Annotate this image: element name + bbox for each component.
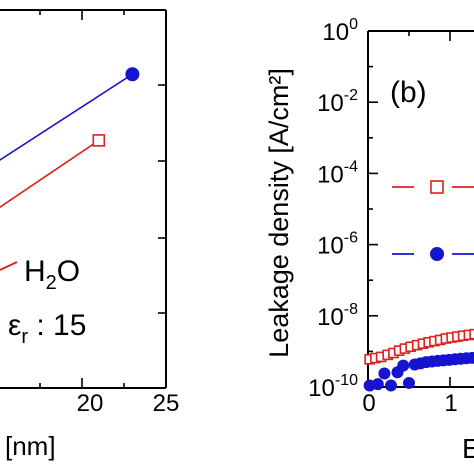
epsilon-sub: r <box>21 326 28 348</box>
panel-b-data-point <box>397 359 410 372</box>
panel-b-y-axis-label: Leakage density [A/cm²] <box>264 68 294 358</box>
panel-b-y-tick-label: 10-6 <box>317 230 358 260</box>
panel-b-data-point <box>403 376 415 389</box>
legend-h2o-pre: H <box>24 255 46 288</box>
panel-a-data-point <box>125 67 140 82</box>
panel-a-data-point <box>92 134 106 147</box>
panel-b-data-point <box>466 351 474 364</box>
y-tick-exponent: 0 <box>349 16 358 33</box>
panel-b-label: (b) <box>390 76 427 109</box>
y-tick-exponent: -2 <box>344 87 358 104</box>
panel-a-series-line <box>0 73 133 161</box>
panel-b-data-point <box>384 379 397 392</box>
legend-h2o-line <box>0 261 18 271</box>
y-tick-base: 10 <box>317 304 344 331</box>
panel-a: 20 25 [nm] H2O εr : 15 <box>0 9 180 461</box>
panel-b-y-tick-label: 10-10 <box>308 372 358 402</box>
panel-a-series <box>0 67 140 271</box>
y-tick-base: 10 <box>317 233 344 260</box>
legend-h2o-post: O <box>57 255 80 288</box>
y-tick-base: 10 <box>322 19 349 46</box>
legend-h2o-label: H2O <box>24 255 80 294</box>
panel-a-ticks <box>39 10 167 388</box>
y-tick-exponent: -8 <box>344 301 358 318</box>
panel-b-data-point <box>378 367 391 380</box>
y-tick-exponent: -6 <box>344 230 358 247</box>
epsilon-annotation: εr : 15 <box>8 309 86 348</box>
panel-a-series-line <box>0 139 100 209</box>
y-tick-base: 10 <box>317 90 344 117</box>
panel-b-series <box>363 328 474 392</box>
panel-b-data-point <box>469 328 474 340</box>
panel-b-legend <box>392 180 474 261</box>
panel-b-y-tick-label: 10-2 <box>317 87 358 117</box>
panel-b-data-point <box>371 378 384 391</box>
panel-b-x-tick-label: 0 <box>362 390 375 417</box>
panel-b-y-tick-label: 10-4 <box>317 158 358 188</box>
y-tick-base: 10 <box>317 161 344 188</box>
panel-a-x-tick-label: 20 <box>77 390 104 417</box>
y-tick-exponent: -4 <box>344 158 358 175</box>
y-tick-base: 10 <box>308 375 335 402</box>
legend-h2o-sub: 2 <box>46 272 57 294</box>
epsilon-value: : 15 <box>28 309 86 342</box>
panel-b-x-tick-label: 1 <box>444 390 457 417</box>
legend-marker <box>430 247 444 261</box>
panel-b-y-tick-label: 100 <box>322 16 358 46</box>
legend-marker <box>430 180 444 194</box>
panel-b-x-axis-label: E <box>462 433 474 464</box>
panel-b-y-tick-label: 10-8 <box>317 301 358 331</box>
y-tick-exponent: -10 <box>335 372 358 389</box>
epsilon-symbol: ε <box>8 309 21 342</box>
panel-a-x-tick-label: 25 <box>153 390 180 417</box>
panel-a-x-axis-label: [nm] <box>5 431 56 461</box>
